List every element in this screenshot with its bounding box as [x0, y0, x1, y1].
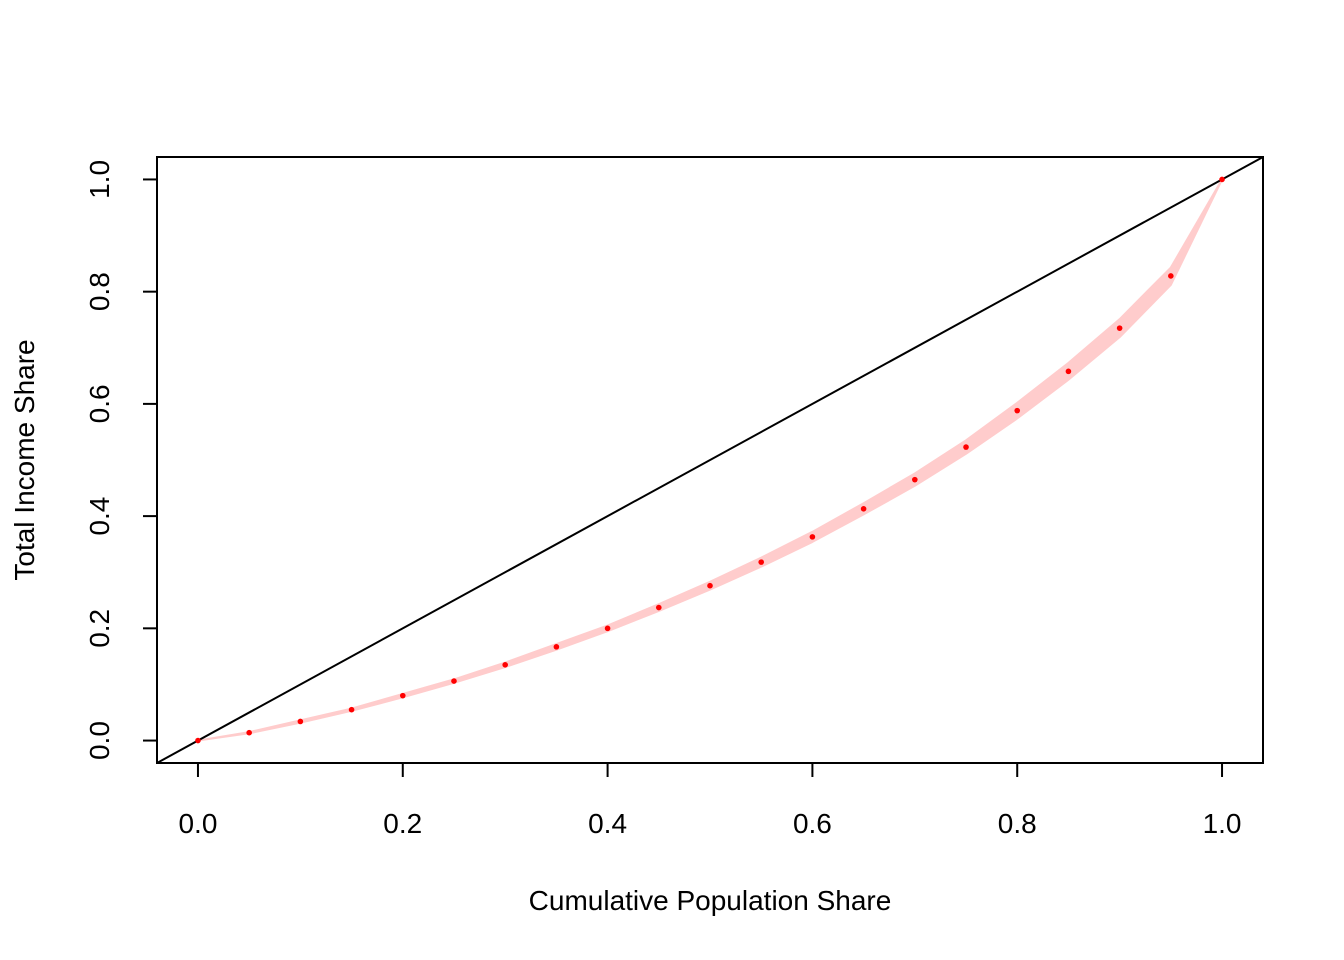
data-point [963, 444, 969, 450]
data-point [758, 559, 765, 565]
x-tick-label: 0.8 [998, 808, 1037, 839]
equality-line [156, 156, 1264, 764]
data-point [246, 729, 252, 736]
data-point [297, 718, 304, 725]
data-point [604, 625, 611, 632]
y-tick-label: 0.0 [84, 721, 115, 760]
data-point [860, 506, 867, 512]
data-point [451, 678, 457, 684]
y-tick-label: 0.6 [84, 384, 115, 423]
data-point [655, 604, 662, 611]
data-point [912, 476, 918, 483]
data-point [1168, 273, 1174, 279]
data-point [348, 706, 355, 713]
data-point [502, 662, 508, 668]
data-point [809, 534, 816, 540]
x-axis-label: Cumulative Population Share [529, 885, 892, 916]
data-point [1014, 407, 1021, 414]
y-tick-label: 1.0 [84, 160, 115, 199]
y-axis-label: Total Income Share [9, 339, 40, 580]
data-point [195, 737, 201, 744]
x-tick-label: 0.6 [793, 808, 832, 839]
x-tick-label: 1.0 [1203, 808, 1242, 839]
x-tick-label: 0.4 [588, 808, 627, 839]
y-axis: 0.0 0.2 0.4 0.6 0.8 1.0 [84, 160, 158, 760]
data-point [399, 692, 406, 699]
data-point [1065, 368, 1072, 375]
data-point [1116, 325, 1123, 331]
data-point [1219, 176, 1225, 183]
data-point [553, 644, 560, 650]
data-points-layer [195, 176, 1225, 744]
x-tick-label: 0.2 [383, 808, 422, 839]
y-tick-label: 0.8 [84, 272, 115, 311]
y-tick-label: 0.4 [84, 497, 115, 536]
x-axis: 0.0 0.2 0.4 0.6 0.8 1.0 [178, 762, 1242, 839]
x-tick-label: 0.0 [178, 808, 217, 839]
y-tick-label: 0.2 [84, 609, 115, 648]
data-point [707, 582, 713, 589]
